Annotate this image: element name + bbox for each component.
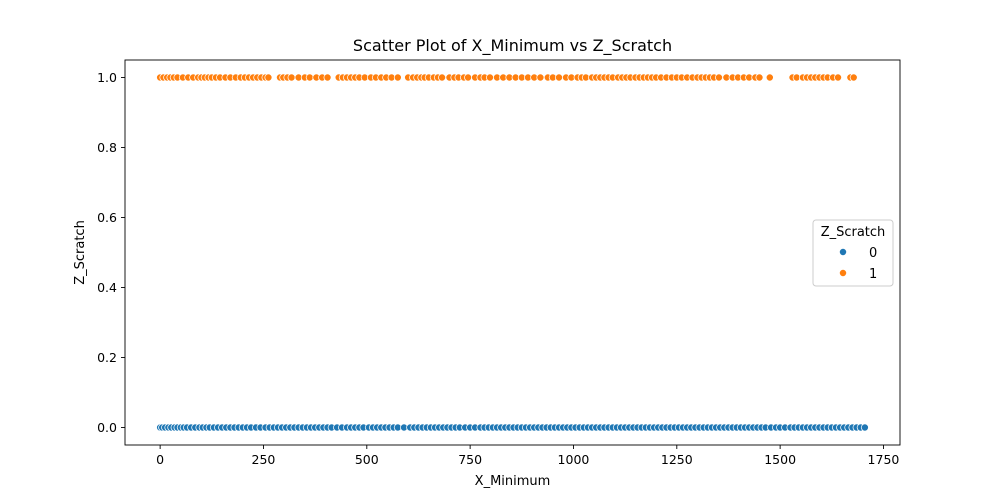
y-tick-label: 1.0 — [97, 70, 117, 85]
y-axis-ticks: 0.0 0.2 0.4 0.6 0.8 1.0 — [97, 70, 125, 435]
y-tick-label: 0.4 — [97, 280, 117, 295]
point-1-133 — [849, 73, 858, 82]
legend-frame — [812, 219, 894, 287]
point-1-30 — [287, 73, 296, 82]
legend-label-0: 0 — [869, 246, 877, 261]
x-tick-label: 1250 — [661, 452, 693, 467]
x-tick-label: 1500 — [764, 452, 796, 467]
y-tick-label: 0.6 — [97, 210, 117, 225]
chart-title: Scatter Plot of X_Minimum vs Z_Scratch — [353, 36, 672, 56]
point-1-78 — [555, 73, 563, 82]
point-1-67 — [485, 73, 494, 82]
x-axis-label: X_Minimum — [475, 474, 551, 489]
plot-frame — [124, 59, 901, 446]
point-1-75 — [536, 73, 545, 82]
point-1-131 — [834, 73, 842, 82]
x-tick-label: 1750 — [868, 452, 900, 467]
y-tick-label: 0.2 — [97, 350, 117, 365]
y-tick-label: 0.8 — [97, 140, 117, 155]
y-tick-label: 0.0 — [97, 420, 117, 435]
point-1-120 — [765, 73, 774, 82]
x-tick-label: 1000 — [558, 452, 590, 467]
point-1-119 — [755, 73, 764, 82]
point-1-49 — [393, 73, 402, 82]
point-1-36 — [323, 73, 332, 82]
y-axis-label: Z_Scratch — [73, 220, 88, 285]
point-1-63 — [464, 73, 473, 82]
point-1-26 — [264, 73, 273, 82]
legend-title: Z_Scratch — [821, 225, 886, 240]
point-1-33 — [305, 73, 314, 82]
legend: Z_Scratch 0 1 — [812, 219, 894, 287]
legend-label-1: 1 — [869, 267, 877, 282]
x-tick-label: 0 — [156, 452, 164, 467]
point-1-58 — [438, 73, 447, 82]
x-tick-label: 250 — [252, 452, 276, 467]
point-0-169 — [860, 423, 869, 432]
data-points — [156, 73, 869, 432]
legend-marker-0 — [839, 248, 847, 256]
x-tick-label: 750 — [458, 452, 482, 467]
x-tick-label: 500 — [355, 452, 379, 467]
point-1-112 — [714, 73, 723, 82]
x-axis-ticks: 0 250 500 750 1000 1250 1500 1750 — [156, 445, 899, 467]
legend-marker-1 — [839, 269, 847, 277]
